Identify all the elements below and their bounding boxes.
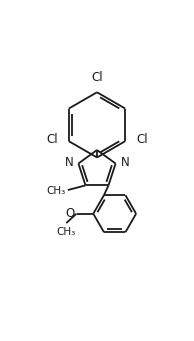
Text: CH₃: CH₃ (47, 186, 66, 196)
Text: Cl: Cl (91, 72, 103, 85)
Text: Cl: Cl (46, 133, 58, 146)
Text: Cl: Cl (136, 133, 148, 146)
Text: N: N (64, 156, 73, 169)
Text: O: O (66, 207, 75, 220)
Text: CH₃: CH₃ (57, 227, 76, 237)
Text: N: N (121, 156, 130, 169)
